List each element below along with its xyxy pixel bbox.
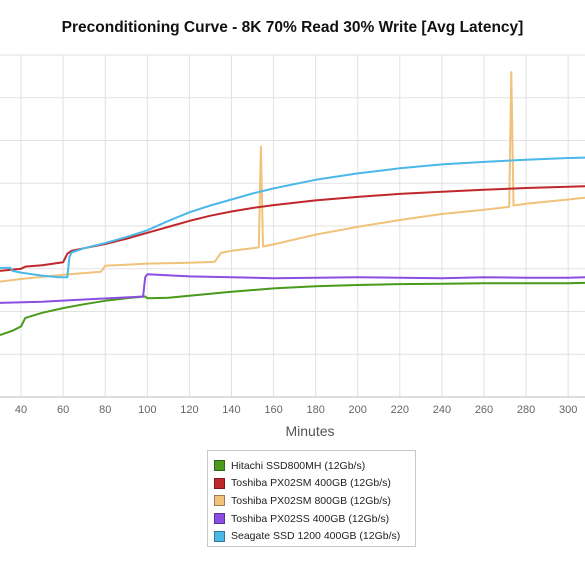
x-axis-label: Minutes: [285, 423, 335, 439]
legend-item: Toshiba PX02SS 400GB (12Gb/s): [214, 510, 415, 528]
x-tick-label: 260: [475, 404, 493, 416]
legend-item: Toshiba PX02SM 800GB (12Gb/s): [214, 492, 415, 510]
series-lines: [0, 71, 585, 336]
legend: Hitachi SSD800MH (12Gb/s) Toshiba PX02SM …: [207, 450, 416, 547]
legend-swatch: [214, 513, 225, 525]
legend-label: Toshiba PX02SM 400GB (12Gb/s): [231, 477, 391, 490]
legend-label: Hitachi SSD800MH (12Gb/s): [231, 459, 366, 472]
x-tick-label: 160: [264, 404, 282, 416]
legend-item: Toshiba PX02SM 400GB (12Gb/s): [214, 475, 415, 493]
legend-label: Toshiba PX02SM 800GB (12Gb/s): [231, 494, 391, 507]
x-tick-label: 40: [15, 404, 27, 416]
series-line: [0, 156, 585, 279]
x-tick-label: 100: [138, 404, 156, 416]
chart-title: Preconditioning Curve - 8K 70% Read 30% …: [61, 19, 524, 36]
series-line: [0, 185, 585, 272]
x-tick-labels: 40 60 80 100 120 140 160 180 200 220 240 260 280 300: [15, 404, 577, 416]
x-tick-label: 180: [306, 404, 324, 416]
x-tick-label: 200: [349, 404, 367, 416]
x-tick-label: 220: [391, 404, 409, 416]
legend-swatch: [214, 460, 225, 472]
legend-label: Seagate SSD 1200 400GB (12Gb/s): [231, 530, 401, 543]
series-line: [0, 273, 585, 304]
series-line: [0, 281, 585, 336]
x-tick-label: 120: [180, 404, 198, 416]
series-line: [0, 71, 585, 283]
x-tick-label: 280: [517, 404, 535, 416]
x-tick-label: 240: [433, 404, 451, 416]
legend-swatch: [214, 495, 225, 507]
x-tick-label: 300: [559, 404, 577, 416]
legend-item: Seagate SSD 1200 400GB (12Gb/s): [214, 527, 415, 545]
legend-label: Toshiba PX02SS 400GB (12Gb/s): [231, 512, 390, 525]
x-tick-label: 140: [222, 404, 240, 416]
x-tick-label: 60: [57, 404, 69, 416]
legend-item: Hitachi SSD800MH (12Gb/s): [214, 457, 415, 475]
legend-swatch: [214, 477, 225, 489]
legend-swatch: [214, 530, 225, 542]
grid-lines: [0, 54, 585, 398]
x-tick-label: 80: [99, 404, 111, 416]
